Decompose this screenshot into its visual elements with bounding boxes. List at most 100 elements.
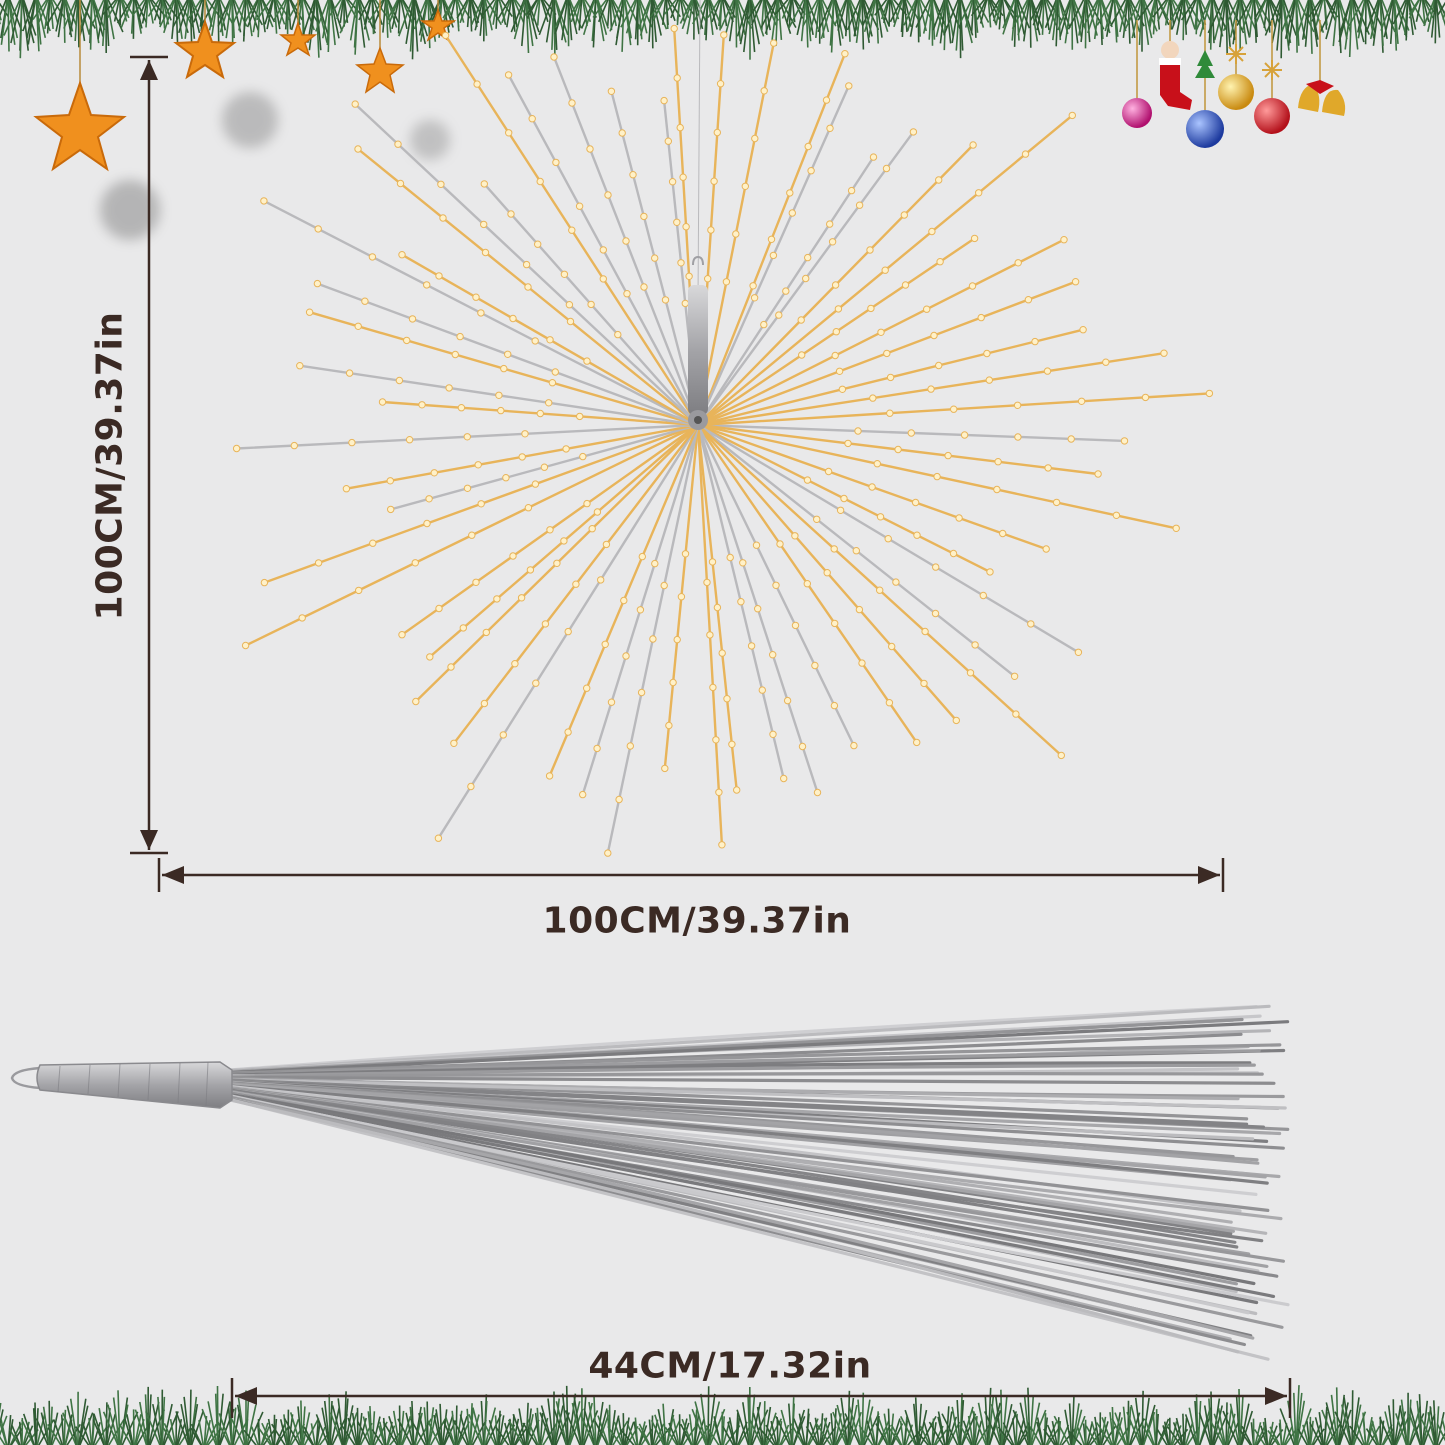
pine-needle: [301, 1406, 306, 1445]
led-bead: [602, 540, 611, 549]
pine-needle: [933, 0, 947, 28]
pine-needle: [492, 0, 498, 25]
led-bead: [474, 461, 482, 469]
pine-needle: [488, 1419, 498, 1445]
pine-needle: [880, 0, 890, 20]
pine-needle: [915, 1429, 930, 1445]
led-bead: [345, 369, 354, 377]
led-bead: [495, 391, 503, 399]
pine-needle: [78, 0, 92, 37]
led-bead: [737, 598, 745, 606]
pine-needle: [736, 1409, 750, 1445]
led-bead: [1077, 397, 1086, 405]
led-bead: [722, 278, 731, 286]
pine-needle: [1318, 1412, 1325, 1445]
pine-needle: [874, 0, 888, 16]
led-bead: [739, 559, 747, 567]
led-bead: [760, 87, 768, 95]
pine-needle: [779, 0, 797, 28]
pine-needle: [609, 0, 613, 31]
led-bead: [473, 80, 481, 88]
led-bead: [866, 246, 874, 254]
pine-needle: [1043, 1428, 1056, 1445]
pine-needle: [650, 0, 664, 18]
led-bead: [804, 142, 812, 151]
pine-needle: [536, 0, 541, 26]
pine-needle: [301, 0, 305, 36]
pine-needle: [107, 0, 124, 33]
led-bead: [884, 535, 892, 543]
pine-needle: [162, 1403, 173, 1445]
pine-needle: [793, 1416, 806, 1445]
led-bead: [1010, 672, 1019, 680]
led-bead: [477, 309, 485, 317]
pine-needle: [339, 1422, 356, 1445]
pine-needle: [7, 0, 10, 52]
led-bead: [354, 322, 362, 330]
pine-needle: [1180, 0, 1196, 21]
pine-needle: [615, 0, 625, 46]
pine-needle: [23, 1425, 34, 1445]
pine-needle: [81, 1422, 92, 1445]
pine-needle: [459, 0, 470, 24]
pine-needle: [1212, 0, 1224, 37]
led-bead: [758, 686, 766, 694]
pine-needle: [1115, 0, 1131, 26]
pine-needle: [1017, 0, 1030, 36]
led-bead: [583, 357, 591, 365]
pine-needle: [1163, 1421, 1170, 1445]
led-bead: [1012, 710, 1020, 718]
pine-needle: [875, 0, 883, 38]
pine-needle: [752, 1412, 764, 1445]
pine-needle: [1338, 0, 1352, 43]
pine-needle: [1012, 1409, 1029, 1445]
pine-needle: [937, 1411, 946, 1445]
pine-needle: [1392, 1399, 1395, 1445]
pine-needle: [1260, 1425, 1268, 1445]
pine-needle: [1152, 0, 1168, 18]
pine-needle: [1195, 0, 1211, 31]
led-bead: [986, 568, 994, 576]
pine-needle: [720, 0, 735, 29]
led-bead: [587, 300, 595, 309]
led-bead: [664, 137, 672, 145]
pine-needle: [809, 0, 820, 33]
led-bead: [403, 336, 411, 345]
pine-needle: [245, 1397, 250, 1445]
pine-needle: [315, 0, 329, 32]
led-bead: [826, 220, 834, 228]
pine-needle: [837, 0, 848, 31]
led-bead: [673, 218, 681, 227]
pine-needle: [0, 1423, 8, 1445]
pine-needle: [597, 1415, 610, 1445]
led-bead: [597, 576, 605, 584]
led-bead: [936, 258, 944, 266]
pine-needle: [1222, 0, 1239, 32]
pine-needle: [246, 1404, 257, 1445]
led-bead: [241, 641, 250, 650]
pine-needle: [661, 0, 667, 25]
pine-needle: [531, 0, 540, 23]
pine-needle: [525, 0, 534, 47]
pine-needle: [271, 1423, 286, 1445]
pine-needle: [351, 1412, 359, 1445]
pine-needle: [780, 1409, 792, 1445]
pine-needle: [1297, 1428, 1309, 1445]
pine-needle: [787, 0, 805, 29]
led-bead: [985, 376, 993, 384]
pine-needle: [329, 1400, 333, 1445]
pine-needle: [247, 1411, 264, 1445]
pine-needle: [77, 0, 86, 42]
led-bead: [867, 304, 875, 313]
led-bead: [983, 349, 991, 358]
pine-needle: [113, 0, 120, 22]
width-dimension-line: [157, 858, 1225, 892]
pine-needle: [1142, 1411, 1156, 1445]
pine-needle: [705, 0, 709, 41]
folded-wire: [228, 1093, 1276, 1298]
star-icon: [419, 7, 457, 42]
pine-needle: [1217, 1407, 1226, 1445]
pine-needle: [257, 1427, 272, 1445]
pine-needle: [65, 0, 78, 26]
led-bead: [685, 272, 693, 280]
